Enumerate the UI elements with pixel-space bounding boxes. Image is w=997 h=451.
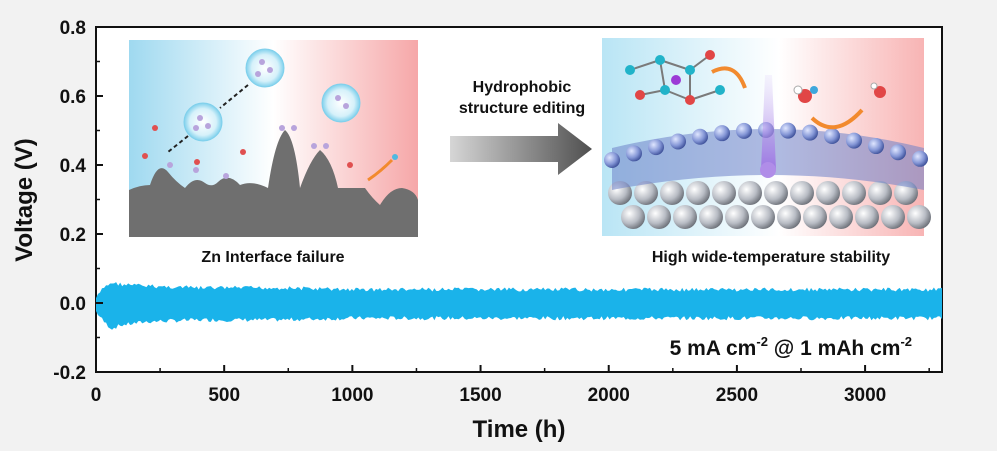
x-tick-label: 0 bbox=[91, 385, 102, 406]
zn-atom bbox=[803, 205, 827, 229]
y-tick-label: 0.8 bbox=[60, 18, 86, 39]
solvated-ion-bubble-3 bbox=[321, 83, 361, 123]
arrow-label-line1: Hydrophobic bbox=[473, 79, 572, 96]
layer-bead bbox=[868, 138, 884, 155]
zn-atom bbox=[868, 181, 892, 205]
zn-lattice bbox=[608, 181, 931, 229]
ion-channel-beam bbox=[761, 75, 776, 170]
y-tick-label: -0.2 bbox=[53, 363, 86, 384]
zn-atom bbox=[842, 181, 866, 205]
process-arrow bbox=[450, 123, 592, 175]
zn-atom bbox=[855, 205, 879, 229]
layer-bead bbox=[912, 150, 928, 167]
y-tick-label: 0.6 bbox=[60, 87, 86, 108]
layer-bead bbox=[802, 124, 818, 141]
zn-atom bbox=[660, 181, 684, 205]
x-tick-label: 2000 bbox=[588, 385, 630, 406]
right-inset-illustration: High wide-temperature stability bbox=[602, 38, 931, 266]
zn-atom bbox=[764, 181, 788, 205]
arrow-label-line2: structure editing bbox=[459, 100, 585, 117]
x-tick-label: 1000 bbox=[331, 385, 373, 406]
x-tick-label: 500 bbox=[208, 385, 240, 406]
zn-atom bbox=[829, 205, 853, 229]
process-arrow-group: Hydrophobic structure editing bbox=[450, 79, 592, 175]
zn-ion-dots bbox=[167, 59, 349, 179]
y-tick-label: 0.4 bbox=[60, 156, 87, 177]
zn-atom bbox=[881, 205, 905, 229]
migration-arrow-2 bbox=[167, 135, 189, 153]
zn-ion-deposit bbox=[760, 162, 776, 178]
y-tick-label: 0.0 bbox=[60, 294, 86, 315]
left-inset-illustration: Zn Interface failure bbox=[129, 40, 418, 266]
y-tick-label: 0.2 bbox=[60, 225, 86, 246]
zn-atom bbox=[738, 181, 762, 205]
zn-atom bbox=[634, 181, 658, 205]
solvated-ion-bubble-1 bbox=[245, 48, 285, 88]
voltage-series-band bbox=[96, 282, 942, 330]
x-tick-label: 1500 bbox=[459, 385, 501, 406]
layer-bead bbox=[846, 132, 862, 149]
layer-bead bbox=[692, 128, 708, 145]
zn-atom bbox=[725, 205, 749, 229]
orange-arrow-1 bbox=[711, 66, 747, 89]
layer-bead bbox=[890, 144, 906, 161]
current-density-annotation: 5 mA cm-2 @ 1 mAh cm-2 bbox=[670, 334, 912, 360]
orange-arrow-2 bbox=[810, 108, 864, 130]
layer-bead bbox=[736, 122, 752, 139]
zn-atom bbox=[673, 205, 697, 229]
layer-bead bbox=[626, 145, 642, 162]
x-axis-title: Time (h) bbox=[473, 416, 566, 443]
layer-bead bbox=[824, 128, 840, 145]
hydrogen-evolution-arrow bbox=[367, 158, 394, 182]
y-axis-title: Voltage (V) bbox=[11, 138, 38, 262]
layer-bead bbox=[604, 152, 620, 168]
zn-atom bbox=[621, 205, 645, 229]
x-tick-label: 2500 bbox=[716, 385, 758, 406]
zn-atom bbox=[686, 181, 710, 205]
right-inset-caption: High wide-temperature stability bbox=[652, 249, 890, 266]
zn-atom bbox=[712, 181, 736, 205]
x-tick-label: 3000 bbox=[844, 385, 886, 406]
zn-atom bbox=[907, 205, 931, 229]
layer-bead bbox=[670, 133, 686, 150]
migration-arrow-1 bbox=[219, 84, 249, 109]
h2-bubble bbox=[392, 154, 398, 160]
zn-atom bbox=[777, 205, 801, 229]
layer-bead bbox=[714, 125, 730, 142]
left-inset-caption: Zn Interface failure bbox=[201, 249, 344, 266]
zn-atom bbox=[816, 181, 840, 205]
zn-atom bbox=[751, 205, 775, 229]
voltage-trace-layer bbox=[96, 282, 942, 330]
zn-atom bbox=[699, 205, 723, 229]
layer-bead bbox=[780, 122, 796, 139]
water-molecules bbox=[142, 125, 353, 168]
zn-atom bbox=[647, 205, 671, 229]
zn-atom bbox=[790, 181, 814, 205]
repelled-water-molecules bbox=[793, 82, 886, 103]
zn-dendrite-surface bbox=[129, 130, 418, 237]
solvated-ion-bubble-2 bbox=[183, 102, 223, 142]
axis-ticks: 0 500 1000 1500 2000 2500 3000 -0.2 0.0 0.2 0.4 0.6… bbox=[53, 18, 930, 406]
layer-bead bbox=[648, 139, 664, 156]
molecule-structure bbox=[625, 50, 725, 105]
